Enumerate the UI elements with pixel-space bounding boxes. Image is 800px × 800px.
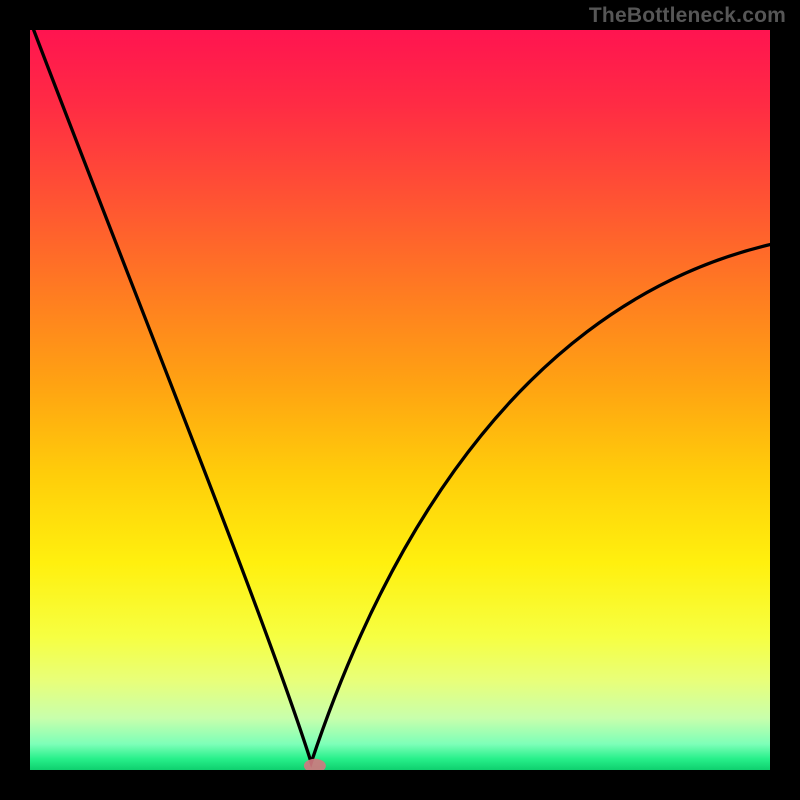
watermark-text: TheBottleneck.com — [589, 4, 786, 28]
gradient-background — [30, 30, 770, 770]
chart-frame: { "watermark": { "text": "TheBottleneck.… — [0, 0, 800, 800]
bottleneck-plot — [30, 30, 770, 770]
